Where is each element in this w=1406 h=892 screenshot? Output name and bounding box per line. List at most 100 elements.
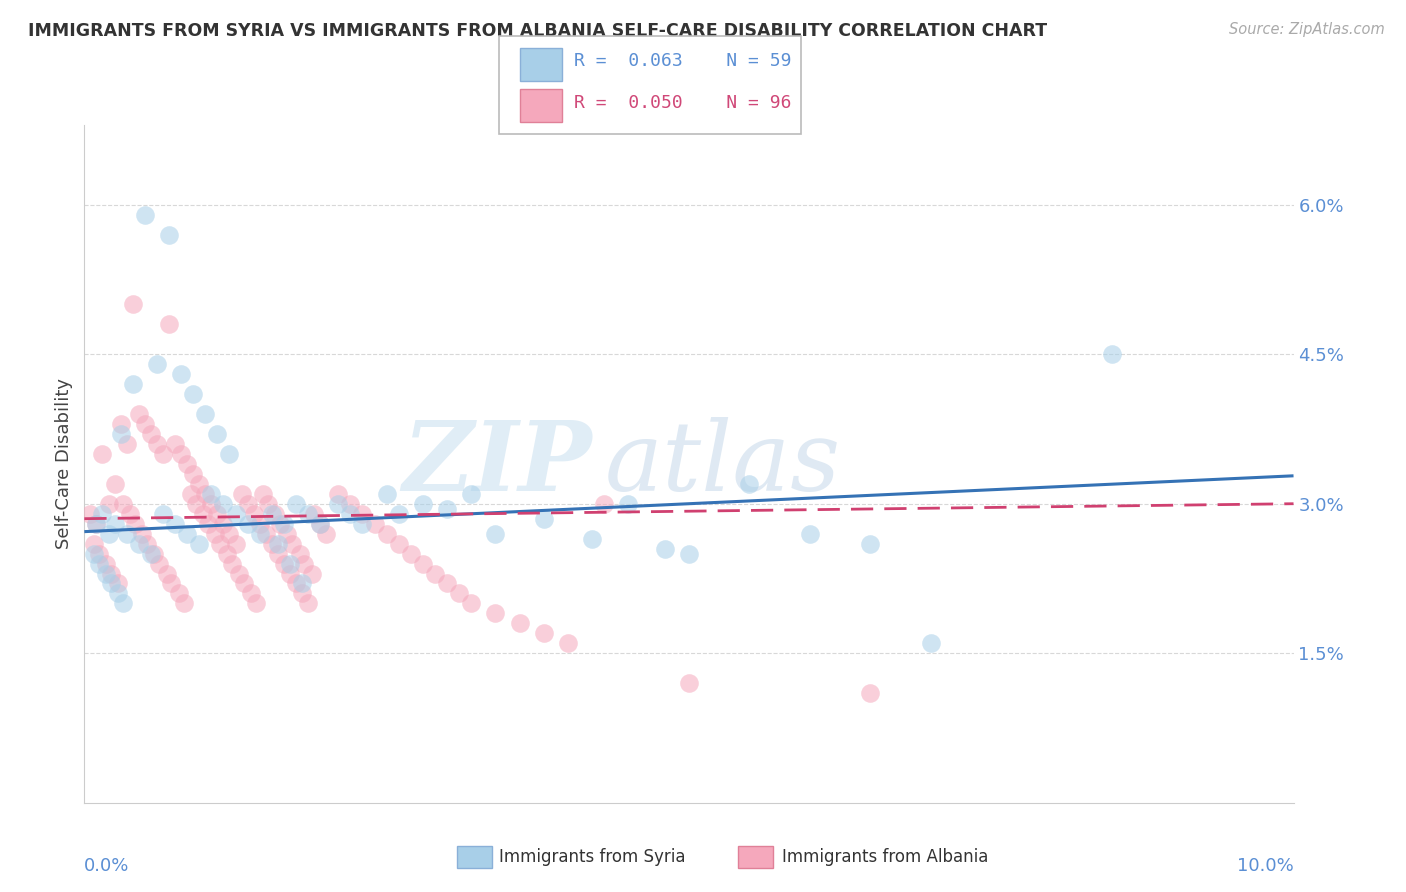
Text: Immigrants from Albania: Immigrants from Albania [782,848,988,866]
Point [221,557,243,571]
Point [218,526,240,541]
Point [399,547,422,561]
Point [363,516,385,531]
Point [160,576,183,591]
Point [267,547,290,561]
Point [115,526,138,541]
Point [278,566,301,581]
Point [291,586,314,600]
Point [557,636,579,650]
Point [208,536,231,550]
Point [218,447,240,461]
Point [240,586,263,600]
Point [180,487,202,501]
Point [157,318,180,332]
Point [281,536,304,550]
Point [315,526,337,541]
Point [254,526,277,541]
Point [678,547,700,561]
Point [200,497,222,511]
Text: Source: ZipAtlas.com: Source: ZipAtlas.com [1229,22,1385,37]
Point [593,497,616,511]
Point [509,616,531,631]
Point [291,576,314,591]
Point [184,497,207,511]
Point [236,497,259,511]
Point [165,437,187,451]
Text: 0.0%: 0.0% [84,857,129,875]
Point [121,377,143,392]
Point [100,576,122,591]
Point [678,676,700,690]
Point [107,576,129,591]
Point [207,426,229,441]
Point [152,447,174,461]
Point [134,417,156,431]
Point [436,576,458,591]
Point [97,526,120,541]
Point [654,541,676,556]
Point [128,536,150,550]
Point [215,547,238,561]
Point [212,497,235,511]
Point [533,626,555,640]
Point [200,487,222,501]
Point [146,357,169,371]
Point [269,516,291,531]
Point [264,507,287,521]
Point [252,487,274,501]
Point [176,457,198,471]
Point [143,547,166,561]
Point [87,547,110,561]
Point [225,536,247,550]
Point [136,536,159,550]
Point [110,417,132,431]
Point [139,426,162,441]
Point [188,476,211,491]
Point [484,607,506,621]
Point [859,686,882,700]
Point [83,536,105,550]
Point [449,586,471,600]
Point [212,516,235,531]
Text: 10.0%: 10.0% [1237,857,1294,875]
Point [301,566,323,581]
Point [170,447,193,461]
Point [83,547,105,561]
Point [242,507,264,521]
Point [86,516,108,531]
Point [260,536,283,550]
Point [533,511,555,525]
Point [104,516,127,531]
Point [97,497,120,511]
Point [273,516,295,531]
Point [207,507,229,521]
Text: IMMIGRANTS FROM SYRIA VS IMMIGRANTS FROM ALBANIA SELF-CARE DISABILITY CORRELATIO: IMMIGRANTS FROM SYRIA VS IMMIGRANTS FROM… [28,22,1047,40]
Point [191,507,214,521]
Point [236,516,259,531]
Point [302,507,325,521]
Point [249,516,271,531]
Point [288,547,311,561]
Text: R =  0.063    N = 59: R = 0.063 N = 59 [574,52,792,70]
Point [94,557,117,571]
Point [157,227,180,242]
Point [152,507,174,521]
Point [278,557,301,571]
Point [139,547,162,561]
Point [460,596,482,610]
Point [228,566,250,581]
Point [484,526,506,541]
Point [110,426,132,441]
Text: Immigrants from Syria: Immigrants from Syria [499,848,686,866]
Point [128,407,150,421]
Point [181,467,204,481]
Point [173,596,195,610]
Point [297,596,319,610]
Text: ZIP: ZIP [402,417,592,511]
Point [460,487,482,501]
Point [91,507,114,521]
Point [294,557,316,571]
Point [297,507,319,521]
Point [738,476,761,491]
